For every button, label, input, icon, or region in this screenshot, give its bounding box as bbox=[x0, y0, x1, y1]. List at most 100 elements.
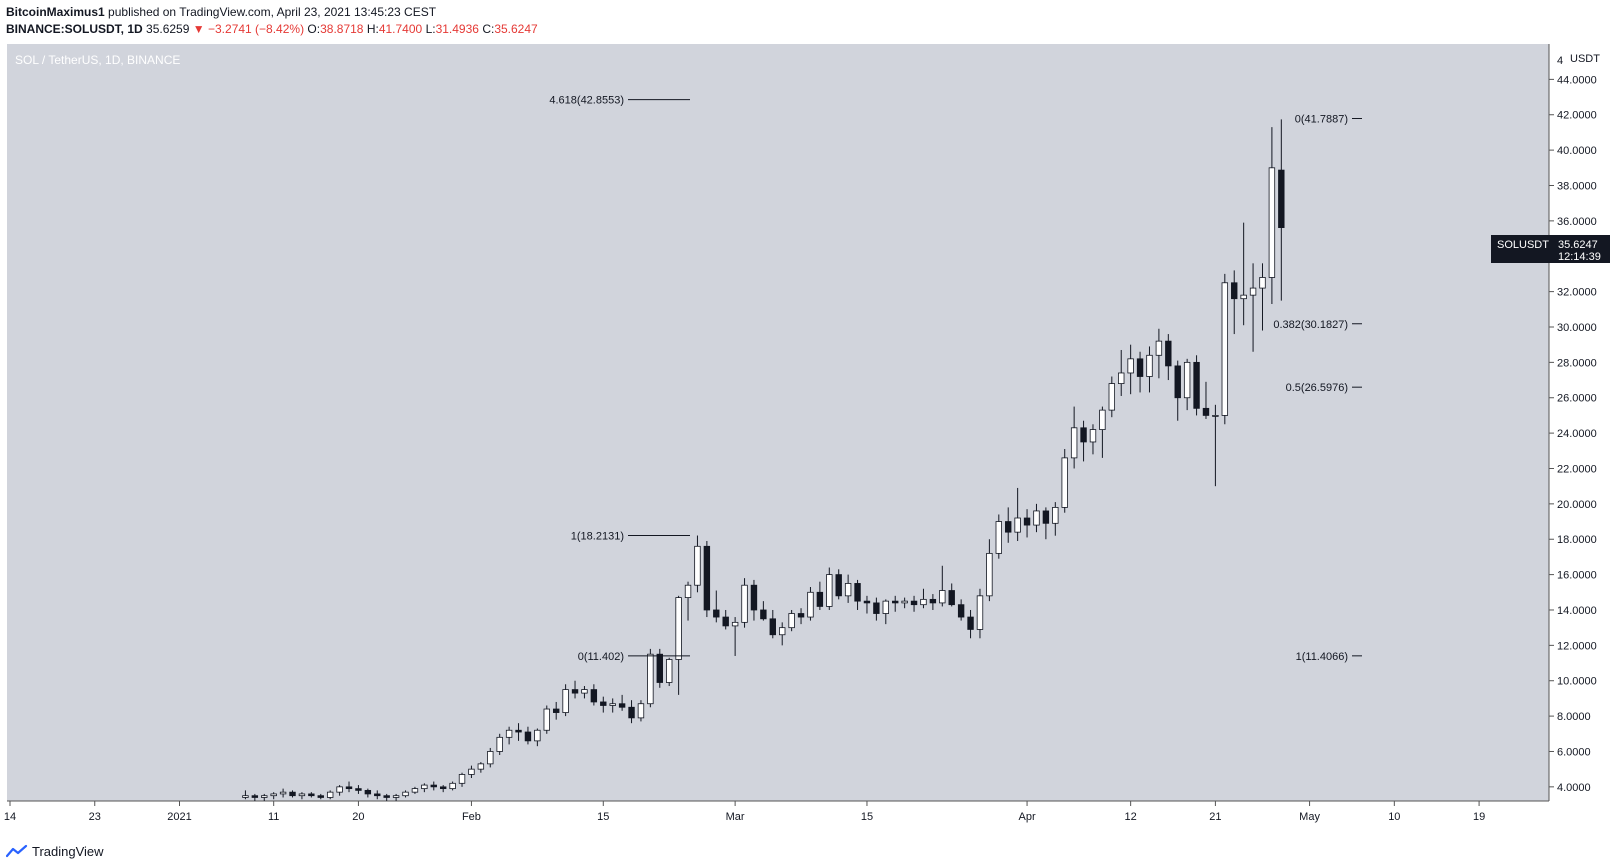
candle-down bbox=[1193, 361, 1200, 409]
brand-name: TradingView bbox=[32, 843, 104, 859]
open-value: 38.8718 bbox=[320, 22, 364, 36]
x-tick-label: Apr bbox=[1018, 811, 1035, 823]
candle-down bbox=[1136, 358, 1144, 377]
close-label: C: bbox=[482, 22, 495, 36]
candle-down bbox=[1023, 517, 1031, 526]
candle-down bbox=[722, 616, 729, 627]
y-tick-label: 16.0000 bbox=[1557, 570, 1597, 582]
candle-up bbox=[411, 788, 419, 793]
candle-up bbox=[270, 793, 277, 797]
candle-up bbox=[581, 689, 588, 694]
candle-up bbox=[666, 659, 673, 683]
symbol-label: BINANCE:SOLUSDT, 1D bbox=[6, 22, 143, 36]
y-axis-unit: USDT bbox=[1570, 53, 1600, 65]
fib-label: 0.5(26.5976) bbox=[1286, 382, 1348, 394]
candle-down bbox=[430, 784, 437, 788]
last-price: 35.6259 bbox=[146, 22, 190, 36]
y-tick-label: 40.0000 bbox=[1557, 145, 1597, 157]
footer-brand[interactable]: TradingView bbox=[6, 841, 104, 861]
x-tick-label: 19 bbox=[1473, 811, 1485, 823]
candle-up bbox=[261, 795, 268, 798]
x-tick-label: 11 bbox=[268, 811, 279, 823]
candle-up bbox=[1212, 415, 1219, 417]
candle-down bbox=[863, 600, 871, 604]
plot-background bbox=[7, 44, 1549, 801]
badge-price: 35.6247 bbox=[1558, 239, 1598, 251]
candle-up bbox=[1033, 510, 1040, 526]
candle-up bbox=[458, 774, 466, 784]
candle-up bbox=[1221, 282, 1229, 416]
candle-up bbox=[242, 795, 249, 798]
fib-annotations: 4.618(42.8553) 1(18.2131) 0(11.402) 0(41.78… bbox=[549, 95, 1362, 663]
x-tick-label: 23 bbox=[89, 811, 101, 823]
fib-label: 0(11.402) bbox=[578, 651, 624, 663]
candle-down bbox=[967, 616, 974, 630]
candle-down bbox=[1174, 365, 1181, 399]
candle-down bbox=[515, 729, 522, 733]
candle-down bbox=[628, 706, 635, 719]
candle-down bbox=[854, 583, 861, 602]
ohlc-line: BINANCE:SOLUSDT, 1D 35.6259 ▼ −3.2741 (−… bbox=[6, 21, 1616, 38]
y-tick-label: 24.0000 bbox=[1557, 428, 1597, 440]
x-tick-label: 20 bbox=[352, 811, 364, 823]
candle-down bbox=[835, 574, 842, 597]
candle-down bbox=[289, 791, 296, 797]
candle-down bbox=[703, 545, 711, 611]
chart-title: SOL / TetherUS, 1D, BINANCE bbox=[15, 53, 180, 67]
candle-up bbox=[637, 703, 645, 719]
price-badge-bg-right bbox=[1550, 235, 1610, 263]
x-tick-label: 14 bbox=[4, 811, 16, 823]
candle-up bbox=[741, 584, 748, 623]
candle-down bbox=[892, 600, 899, 604]
candle-up bbox=[1061, 457, 1068, 508]
candle-up bbox=[1108, 383, 1116, 411]
y-tick-label: 28.0000 bbox=[1557, 357, 1597, 369]
x-tick-label: 15 bbox=[597, 811, 609, 823]
candle-up bbox=[1014, 517, 1021, 533]
y-top-label: 4 bbox=[1557, 55, 1563, 67]
x-tick-label: Feb bbox=[462, 811, 481, 823]
candle-down bbox=[797, 613, 805, 618]
candle-up bbox=[326, 791, 334, 798]
candle-up bbox=[1183, 361, 1191, 399]
close-value: 35.6247 bbox=[494, 22, 538, 36]
high-value: 41.7400 bbox=[378, 22, 423, 36]
candle-down bbox=[571, 689, 579, 694]
candle-down bbox=[552, 708, 560, 713]
candle-down bbox=[1080, 427, 1087, 443]
candle-down bbox=[713, 609, 720, 618]
open-label: O: bbox=[307, 22, 321, 36]
candle-down bbox=[769, 618, 776, 636]
candle-up bbox=[298, 793, 306, 797]
badge-countdown: 12:14:39 bbox=[1558, 251, 1601, 263]
candle-up bbox=[901, 600, 908, 604]
candle-down bbox=[355, 788, 362, 791]
candle-up bbox=[336, 786, 343, 793]
y-tick-label: 38.0000 bbox=[1557, 180, 1597, 192]
candle-down bbox=[816, 591, 824, 607]
author-name[interactable]: BitcoinMaximus1 bbox=[6, 5, 105, 19]
low-label: L: bbox=[425, 22, 436, 36]
price-badge-bg bbox=[1491, 235, 1551, 263]
fib-label: 4.618(42.8553) bbox=[549, 95, 624, 107]
price-change: −3.2741 (−8.42%) bbox=[208, 22, 305, 36]
candle-down bbox=[345, 786, 353, 790]
candle-up bbox=[468, 768, 475, 775]
candle-down bbox=[308, 793, 315, 797]
candle-down bbox=[1042, 510, 1050, 524]
candle-down bbox=[750, 584, 758, 611]
candle-down bbox=[656, 653, 663, 683]
candle-up bbox=[1240, 294, 1247, 300]
high-label: H: bbox=[366, 22, 379, 36]
x-tick-label: 15 bbox=[861, 811, 873, 823]
candle-down bbox=[317, 795, 324, 798]
publish-line: BitcoinMaximus1 published on TradingView… bbox=[6, 4, 1616, 21]
candle-down bbox=[251, 795, 259, 798]
y-tick-label: 4.0000 bbox=[1557, 782, 1591, 794]
candle-up bbox=[779, 627, 786, 636]
candle-up bbox=[487, 751, 494, 765]
y-tick-label: 26.0000 bbox=[1557, 393, 1597, 405]
low-value: 31.4936 bbox=[435, 22, 479, 36]
candle-up bbox=[1052, 506, 1059, 524]
